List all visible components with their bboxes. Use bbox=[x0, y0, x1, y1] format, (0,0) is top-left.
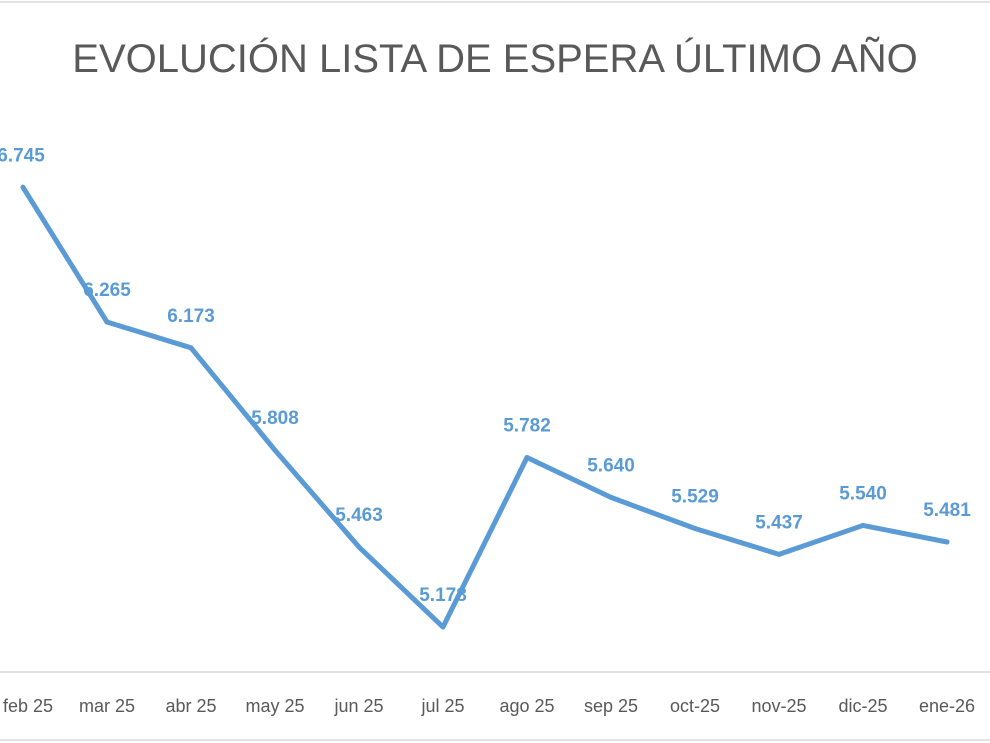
data-point bbox=[608, 494, 614, 500]
x-tick-label: sep 25 bbox=[584, 696, 638, 716]
data-label: 5.178 bbox=[419, 585, 467, 606]
data-point bbox=[860, 522, 866, 528]
data-label: 6.745 bbox=[0, 145, 45, 166]
data-label: 5.529 bbox=[671, 487, 719, 508]
data-point bbox=[188, 345, 194, 351]
x-tick-label: dic-25 bbox=[838, 696, 887, 716]
x-tick-label: ago 25 bbox=[499, 696, 554, 716]
data-label: 5.481 bbox=[923, 500, 971, 521]
data-label: 5.437 bbox=[755, 512, 803, 533]
data-point bbox=[104, 319, 110, 325]
data-label: 5.808 bbox=[251, 408, 299, 429]
data-point bbox=[440, 624, 446, 630]
x-tick-label: may 25 bbox=[245, 696, 304, 716]
x-tick-label: feb 25 bbox=[3, 696, 53, 716]
series-line bbox=[20, 184, 950, 630]
data-point bbox=[692, 526, 698, 532]
x-tick-label: nov-25 bbox=[751, 696, 806, 716]
data-point bbox=[20, 184, 26, 190]
data-label: 6.265 bbox=[83, 280, 131, 301]
x-tick-label: ene-26 bbox=[919, 696, 975, 716]
chart-title: EVOLUCIÓN LISTA DE ESPERA ÚLTIMO AÑO bbox=[72, 36, 917, 81]
data-label: 5.782 bbox=[503, 416, 551, 437]
x-tick-label: mar 25 bbox=[79, 696, 135, 716]
data-point bbox=[524, 455, 530, 461]
data-label: 5.540 bbox=[839, 483, 887, 504]
x-tick-label: abr 25 bbox=[165, 696, 216, 716]
data-point bbox=[776, 551, 782, 557]
x-tick-label: oct-25 bbox=[670, 696, 720, 716]
data-point bbox=[356, 544, 362, 550]
data-point bbox=[272, 447, 278, 453]
x-tick-label: jun 25 bbox=[333, 696, 383, 716]
data-label: 5.640 bbox=[587, 455, 635, 476]
x-tick-label: jul 25 bbox=[420, 696, 464, 716]
data-point bbox=[944, 539, 950, 545]
data-label: 6.173 bbox=[167, 306, 215, 327]
data-label: 5.463 bbox=[335, 505, 383, 526]
